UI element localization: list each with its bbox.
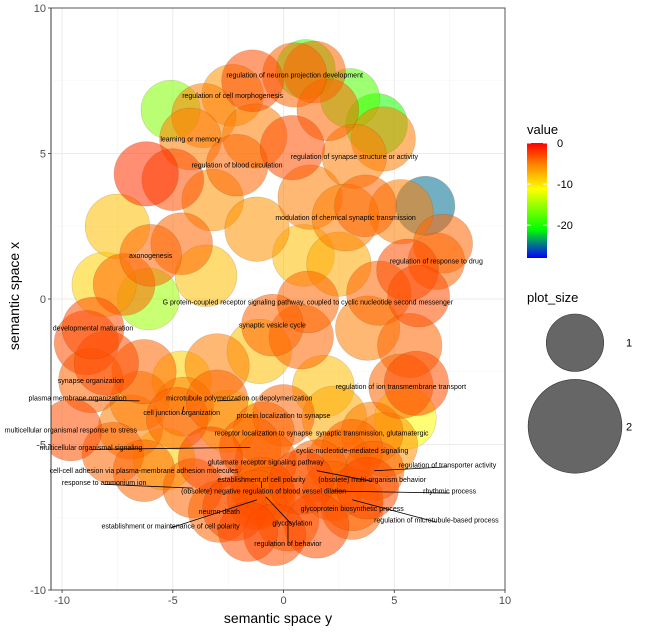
term-label: receptor localization to synapse bbox=[215, 430, 313, 437]
leader-line bbox=[181, 406, 185, 415]
term-label: rhythmic process bbox=[423, 489, 476, 496]
term-label: cyclic-nucleotide-mediated signaling bbox=[296, 448, 408, 455]
bubble bbox=[334, 174, 397, 238]
term-label: regulation of cell morphogenesis bbox=[182, 93, 283, 100]
term-label: regulation of transporter activity bbox=[399, 462, 497, 469]
term-bubble bbox=[241, 293, 304, 357]
leader-line bbox=[104, 483, 193, 489]
term-label: establishment of cell polarity bbox=[217, 477, 305, 484]
bubble bbox=[383, 350, 449, 416]
x-tick-label: 10 bbox=[499, 595, 511, 607]
y-axis-title: semantic space x bbox=[6, 242, 22, 350]
x-tick-label: 5 bbox=[391, 595, 397, 607]
term-label: cell-cell adhesion via plasma-membrane a… bbox=[50, 468, 239, 475]
x-axis-title: semantic space y bbox=[224, 610, 332, 626]
term-label: protein localization to synapse bbox=[237, 413, 331, 420]
term-label: glutamate receptor signaling pathway bbox=[208, 459, 324, 466]
term-label: plasma membrane organization bbox=[29, 395, 127, 402]
leader-line bbox=[217, 399, 240, 402]
term-label: (obsolete) multi-organism behavior bbox=[318, 477, 426, 484]
color-legend-label: -10 bbox=[557, 179, 573, 191]
color-legend-label: 0 bbox=[557, 138, 563, 150]
term-label: regulation of ion transmembrane transpor… bbox=[336, 384, 466, 391]
term-label: establishment or maintenance of cell pol… bbox=[102, 523, 241, 530]
leader-line bbox=[374, 466, 448, 472]
term-label: regulation of microtubule-based process bbox=[374, 518, 499, 525]
term-labels: regulation of neuron projection developm… bbox=[5, 72, 499, 548]
term-label: glycosylation bbox=[272, 521, 312, 528]
y-tick-label: -5 bbox=[36, 440, 46, 452]
color-legend: value 0 -10 -20 bbox=[527, 122, 573, 258]
x-tick-label: -10 bbox=[54, 595, 70, 607]
term-label: regulation of synapse structure or activ… bbox=[291, 154, 419, 161]
term-label: synaptic vesicle cycle bbox=[239, 323, 306, 330]
term-label: learning or memory bbox=[160, 136, 221, 143]
term-label: microtubule polymerization or depolymeri… bbox=[166, 395, 312, 402]
color-legend-label: -20 bbox=[557, 220, 573, 232]
term-label: developmental maturation bbox=[53, 326, 134, 333]
term-label: regulation of response to drug bbox=[390, 259, 483, 266]
bubble bbox=[113, 141, 179, 207]
leader-line bbox=[90, 447, 251, 450]
term-label: regulation of blood circulation bbox=[191, 163, 282, 170]
size-legend-label: 1 bbox=[626, 338, 632, 350]
term-label: cell junction organization bbox=[143, 410, 220, 417]
y-axis-ticks: -10 -5 0 5 10 bbox=[30, 3, 51, 597]
term-label: synapse organization bbox=[58, 378, 124, 385]
y-tick-label: 10 bbox=[34, 3, 46, 15]
term-label: multicellular organismal signaling bbox=[40, 445, 143, 452]
bubble bbox=[336, 456, 399, 520]
label-leader-lines bbox=[77, 399, 450, 546]
term-label: axonogenesis bbox=[129, 253, 173, 260]
term-label: neuron death bbox=[199, 509, 240, 516]
leader-line bbox=[77, 399, 140, 402]
bubble bbox=[218, 501, 279, 562]
size-legend: plot_size 1 2 bbox=[527, 290, 632, 474]
bubble bbox=[221, 49, 284, 112]
term-label: response to ammonium ion bbox=[62, 480, 147, 487]
term-label: (obsolete) negative regulation of blood … bbox=[181, 489, 346, 496]
term-bubble bbox=[119, 224, 182, 287]
term-bubble bbox=[51, 398, 103, 462]
color-legend-title: value bbox=[527, 122, 558, 137]
x-axis-ticks: -10 -5 0 5 10 bbox=[54, 590, 511, 607]
term-label: G protein-coupled receptor signaling pat… bbox=[163, 299, 454, 306]
term-label: multicellular organismal response to str… bbox=[5, 427, 138, 434]
color-legend-bar bbox=[527, 143, 547, 258]
x-tick-label: -5 bbox=[168, 595, 178, 607]
y-tick-label: 5 bbox=[40, 149, 46, 161]
y-tick-label: 0 bbox=[40, 294, 46, 306]
leader-line bbox=[170, 499, 258, 529]
term-label: regulation of neuron projection developm… bbox=[226, 72, 363, 79]
term-label: regulation of behavior bbox=[254, 541, 322, 548]
bubble bbox=[259, 115, 325, 181]
term-label: modulation of chemical synaptic transmis… bbox=[275, 215, 416, 222]
term-bubble bbox=[61, 296, 125, 360]
leader-line bbox=[332, 490, 450, 494]
leader-line bbox=[352, 499, 437, 523]
term-label: glycoprotein biosynthetic process bbox=[301, 506, 405, 513]
y-tick-label: -10 bbox=[30, 585, 46, 597]
size-legend-circle bbox=[545, 313, 604, 372]
size-legend-title: plot_size bbox=[527, 290, 578, 305]
size-legend-label: 2 bbox=[626, 421, 632, 433]
bubble bbox=[387, 264, 450, 328]
term-label: synaptic transmission, glutamatergic bbox=[316, 430, 429, 437]
x-tick-label: 0 bbox=[280, 595, 286, 607]
bubble bbox=[224, 196, 290, 262]
leader-line bbox=[316, 470, 373, 482]
size-legend-circle bbox=[527, 379, 623, 474]
